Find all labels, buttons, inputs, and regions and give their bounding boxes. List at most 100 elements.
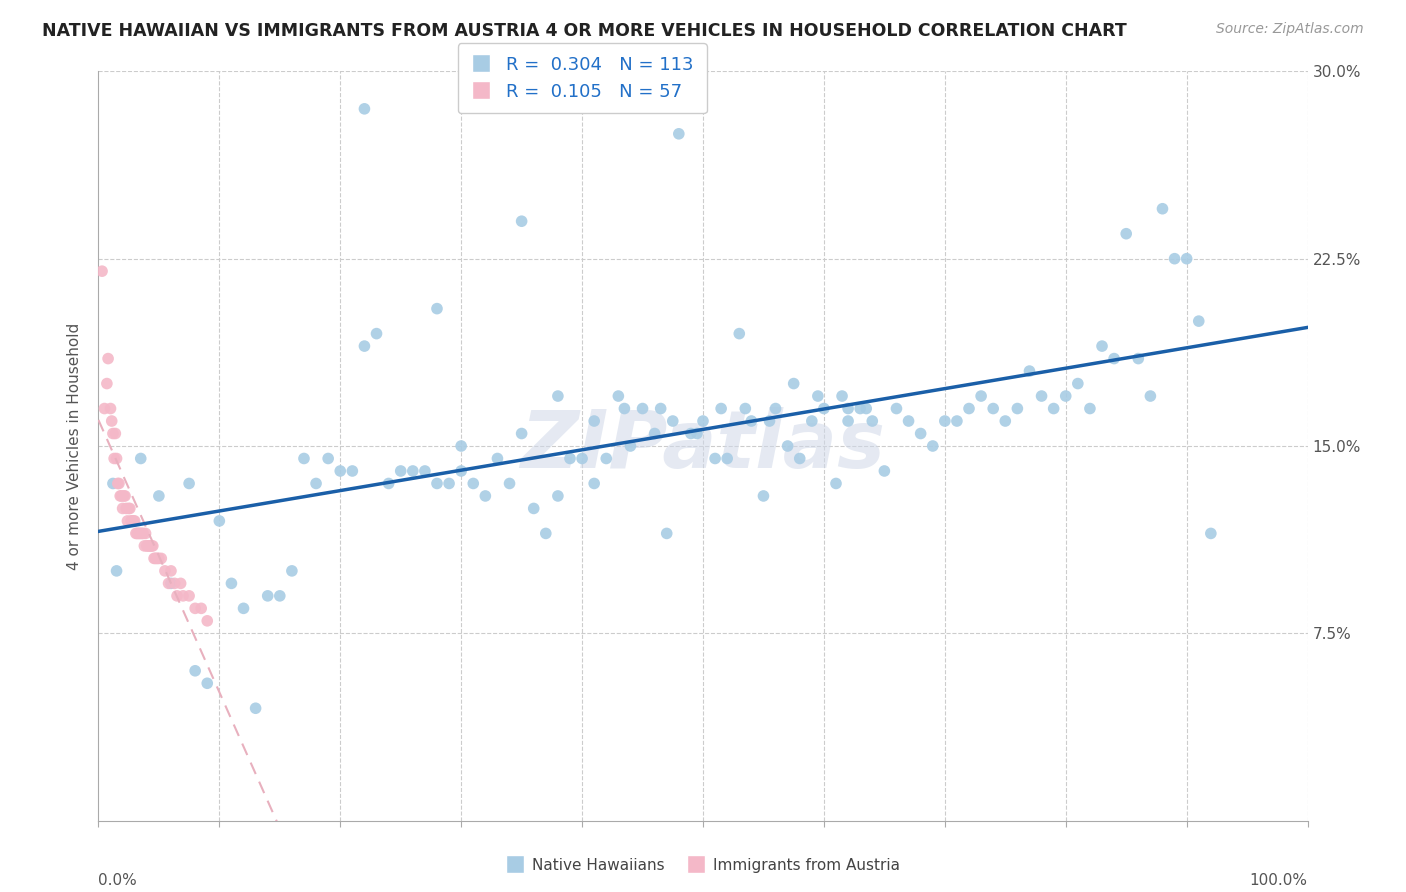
Point <box>686 426 709 441</box>
Point <box>179 589 201 603</box>
Point <box>716 451 738 466</box>
Point <box>353 339 375 353</box>
Point <box>141 539 163 553</box>
Point <box>558 451 581 466</box>
Point <box>117 514 139 528</box>
Point <box>886 401 908 416</box>
Text: Source: ZipAtlas.com: Source: ZipAtlas.com <box>1216 22 1364 37</box>
Point <box>232 601 254 615</box>
Point <box>142 539 165 553</box>
Point <box>101 476 124 491</box>
Point <box>163 576 186 591</box>
Point <box>100 401 122 416</box>
Point <box>837 401 859 416</box>
Point <box>329 464 352 478</box>
Point <box>692 414 714 428</box>
Point <box>734 401 756 416</box>
Point <box>91 264 114 278</box>
Point <box>157 576 180 591</box>
Point <box>921 439 943 453</box>
Point <box>1115 227 1137 241</box>
Point <box>547 389 569 403</box>
Point <box>107 476 129 491</box>
Point <box>957 401 980 416</box>
Point <box>437 476 460 491</box>
Point <box>668 127 690 141</box>
Point <box>269 589 291 603</box>
Point <box>981 401 1004 416</box>
Point <box>127 526 149 541</box>
Point <box>571 451 593 466</box>
Point <box>256 589 278 603</box>
Point <box>377 476 399 491</box>
Legend: Native Hawaiians, Immigrants from Austria: Native Hawaiians, Immigrants from Austri… <box>499 852 907 879</box>
Y-axis label: 4 or more Vehicles in Household: 4 or more Vehicles in Household <box>67 322 83 570</box>
Point <box>413 464 436 478</box>
Point <box>245 701 267 715</box>
Point <box>305 476 328 491</box>
Point <box>1139 389 1161 403</box>
Point <box>124 514 146 528</box>
Point <box>510 426 533 441</box>
Point <box>93 401 115 416</box>
Point <box>1175 252 1198 266</box>
Point <box>934 414 956 428</box>
Text: 0.0%: 0.0% <box>98 873 138 888</box>
Point <box>1067 376 1090 391</box>
Point <box>148 551 170 566</box>
Point <box>849 401 872 416</box>
Point <box>112 489 135 503</box>
Point <box>523 501 546 516</box>
Point <box>143 551 166 566</box>
Point <box>128 526 150 541</box>
Point <box>129 451 152 466</box>
Point <box>426 476 449 491</box>
Point <box>710 401 733 416</box>
Point <box>146 551 169 566</box>
Point <box>498 476 520 491</box>
Point <box>105 451 128 466</box>
Point <box>994 414 1017 428</box>
Point <box>873 464 896 478</box>
Point <box>221 576 243 591</box>
Point <box>595 451 617 466</box>
Point <box>148 489 170 503</box>
Point <box>679 426 702 441</box>
Point <box>752 489 775 503</box>
Point <box>813 401 835 416</box>
Point <box>120 514 142 528</box>
Point <box>783 376 806 391</box>
Point <box>1128 351 1150 366</box>
Point <box>110 489 132 503</box>
Point <box>389 464 412 478</box>
Point <box>426 301 449 316</box>
Point <box>153 564 176 578</box>
Point <box>135 539 157 553</box>
Point <box>1091 339 1114 353</box>
Point <box>121 514 143 528</box>
Point <box>129 526 152 541</box>
Point <box>195 676 218 690</box>
Point <box>131 526 153 541</box>
Point <box>127 526 149 541</box>
Point <box>662 414 685 428</box>
Point <box>644 426 666 441</box>
Point <box>166 589 188 603</box>
Point <box>169 576 191 591</box>
Point <box>837 414 859 428</box>
Point <box>450 439 472 453</box>
Point <box>134 539 156 553</box>
Point <box>970 389 993 403</box>
Point <box>1031 389 1053 403</box>
Point <box>776 439 799 453</box>
Point <box>139 539 162 553</box>
Point <box>1078 401 1101 416</box>
Point <box>613 401 636 416</box>
Point <box>135 526 157 541</box>
Point <box>125 526 148 541</box>
Point <box>96 376 118 391</box>
Point <box>97 351 120 366</box>
Point <box>860 414 883 428</box>
Point <box>1054 389 1077 403</box>
Point <box>136 539 159 553</box>
